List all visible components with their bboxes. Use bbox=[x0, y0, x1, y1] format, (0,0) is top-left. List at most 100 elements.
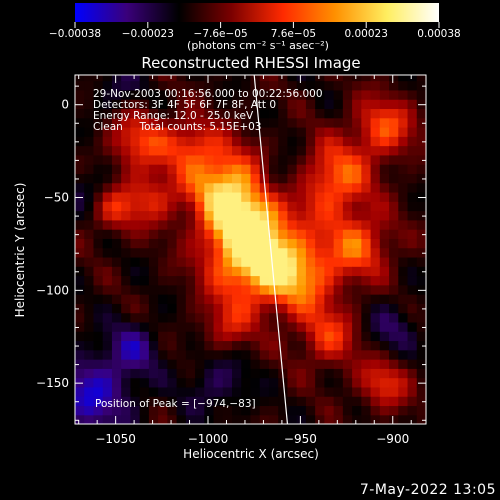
heatmap-cell bbox=[148, 136, 159, 147]
heatmap-cell bbox=[315, 340, 325, 351]
heatmap-cell bbox=[389, 191, 399, 202]
heatmap-cell bbox=[176, 145, 187, 156]
colorbar-ticks: −0.00038 −0.00023 −7.6e−05 7.6e−05 0.00023 0.… bbox=[49, 22, 461, 40]
heatmap-cell bbox=[176, 191, 187, 202]
heatmap-cell bbox=[268, 75, 279, 82]
heatmap-cell bbox=[148, 321, 159, 332]
heatmap-cell bbox=[167, 229, 178, 239]
heatmap-cell bbox=[130, 210, 141, 221]
heatmap-cell bbox=[84, 256, 95, 267]
heatmap-cell bbox=[84, 219, 95, 230]
heatmap-cell bbox=[324, 359, 335, 369]
heatmap-cell bbox=[167, 238, 178, 249]
heatmap-cell bbox=[102, 331, 113, 342]
heatmap-cell bbox=[268, 173, 279, 184]
heatmap-cell bbox=[75, 294, 85, 304]
heatmap-cell bbox=[241, 126, 252, 137]
heatmap-cell bbox=[195, 247, 205, 258]
heatmap-cell bbox=[93, 386, 104, 397]
heatmap-cell bbox=[102, 256, 113, 267]
heatmap-cell bbox=[259, 108, 270, 119]
heatmap-cell bbox=[324, 349, 335, 360]
heatmap-cell bbox=[416, 164, 426, 174]
heatmap-cell bbox=[278, 359, 289, 369]
heatmap-cell bbox=[204, 80, 215, 91]
heatmap-cell bbox=[333, 331, 344, 342]
heatmap-cell bbox=[333, 247, 344, 258]
heatmap-cell bbox=[315, 229, 325, 239]
heatmap-cell bbox=[148, 191, 159, 202]
heatmap-cell bbox=[278, 266, 289, 277]
heatmap-cell bbox=[139, 303, 150, 314]
heatmap-cell bbox=[111, 266, 122, 277]
heatmap-cell bbox=[315, 377, 325, 388]
heatmap-cell bbox=[389, 340, 399, 351]
heatmap-cell bbox=[342, 210, 353, 221]
heatmap-cell bbox=[407, 331, 418, 342]
heatmap-cell bbox=[361, 359, 372, 369]
chart-title: Reconstructed RHESSI Image bbox=[141, 54, 360, 72]
heatmap-cell bbox=[102, 238, 113, 249]
heatmap-cell bbox=[259, 136, 270, 147]
heatmap-cell bbox=[333, 405, 344, 416]
heatmap-cell bbox=[370, 89, 381, 100]
heatmap-cell bbox=[176, 284, 187, 295]
heatmap-cell bbox=[111, 117, 122, 128]
heatmap-cell bbox=[268, 349, 279, 360]
heatmap-cell bbox=[268, 396, 279, 407]
heatmap-cell bbox=[93, 117, 104, 128]
heatmap-cell bbox=[305, 359, 316, 369]
heatmap-cell bbox=[259, 80, 270, 91]
heatmap-cell bbox=[259, 284, 270, 295]
heatmap-cell bbox=[379, 164, 390, 174]
heatmap-cell bbox=[130, 191, 141, 202]
heatmap-cell bbox=[195, 145, 205, 156]
heatmap-cell bbox=[167, 256, 178, 267]
heatmap-cell bbox=[268, 126, 279, 137]
heatmap-cell bbox=[379, 210, 390, 221]
heatmap-cell bbox=[139, 377, 150, 388]
heatmap-cell bbox=[379, 108, 390, 119]
heatmap-cell bbox=[370, 117, 381, 128]
heatmap-cell bbox=[315, 99, 325, 110]
heatmap-cell bbox=[296, 145, 307, 156]
heatmap-cell bbox=[296, 368, 307, 379]
heatmap-cell bbox=[361, 266, 372, 277]
heatmap-cell bbox=[213, 414, 224, 424]
heatmap-cell bbox=[379, 294, 390, 304]
heatmap-cell bbox=[333, 219, 344, 230]
heatmap-cell bbox=[379, 414, 390, 424]
heatmap-cell bbox=[93, 396, 104, 407]
heatmap-cell bbox=[195, 396, 205, 407]
heatmap-cell bbox=[204, 108, 215, 119]
heatmap-cell bbox=[111, 368, 122, 379]
heatmap-cell bbox=[342, 154, 353, 165]
heatmap-cell bbox=[305, 368, 316, 379]
heatmap-cell bbox=[84, 126, 95, 137]
heatmap-cell bbox=[167, 414, 178, 424]
heatmap-cell bbox=[407, 303, 418, 314]
heatmap-cell bbox=[389, 266, 399, 277]
heatmap-cell bbox=[370, 340, 381, 351]
heatmap-cell bbox=[213, 349, 224, 360]
heatmap-cell bbox=[111, 321, 122, 332]
heatmap-cell bbox=[75, 321, 85, 332]
heatmap-cell bbox=[130, 229, 141, 239]
heatmap-cell bbox=[195, 238, 205, 249]
heatmap-cell bbox=[268, 229, 279, 239]
heatmap-cell bbox=[352, 173, 362, 184]
heatmap-cell bbox=[167, 405, 178, 416]
heatmap-cell bbox=[158, 201, 168, 212]
heatmap-cell bbox=[250, 275, 261, 286]
heatmap-cell bbox=[333, 321, 344, 332]
heatmap-cell bbox=[389, 303, 399, 314]
heatmap-cell bbox=[287, 284, 298, 295]
heatmap-cell bbox=[241, 396, 252, 407]
heatmap-cell bbox=[176, 89, 187, 100]
heatmap-cell bbox=[222, 405, 233, 416]
heatmap-cell bbox=[342, 303, 353, 314]
heatmap-cell bbox=[296, 182, 307, 193]
heatmap-cell bbox=[204, 256, 215, 267]
heatmap-cell bbox=[379, 386, 390, 397]
heatmap-cell bbox=[259, 294, 270, 304]
